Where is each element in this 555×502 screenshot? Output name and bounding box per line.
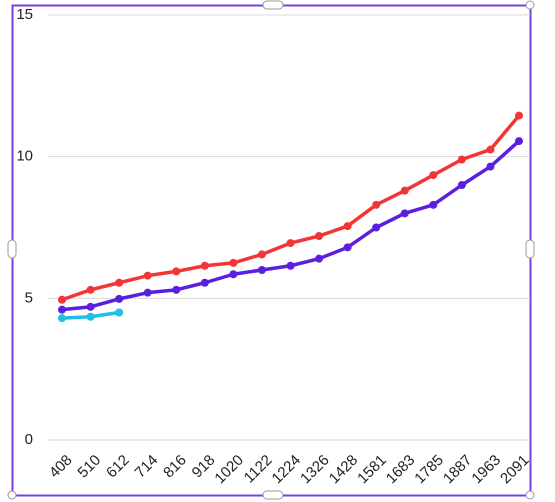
- x-tick-label: 714: [132, 452, 162, 482]
- point: [515, 137, 523, 146]
- point: [86, 285, 95, 294]
- point: [257, 250, 266, 259]
- x-tick-label: 510: [74, 452, 104, 482]
- y-tick-label: 15: [16, 6, 33, 23]
- point: [143, 288, 152, 297]
- x-tick-label: 1326: [297, 452, 333, 488]
- y-tick-label: 0: [25, 431, 33, 448]
- x-tick-label: 612: [103, 452, 133, 482]
- point: [86, 312, 95, 321]
- point: [400, 209, 409, 218]
- point: [143, 271, 152, 280]
- point: [257, 266, 266, 274]
- x-tick-label: 1887: [440, 452, 476, 488]
- x-tick-label: 1963: [468, 452, 504, 488]
- point: [486, 145, 495, 154]
- point: [343, 243, 352, 252]
- handle[interactable]: [525, 490, 535, 500]
- point: [343, 222, 352, 231]
- point: [86, 302, 95, 311]
- y-tick-label: 5: [25, 289, 33, 306]
- handle[interactable]: [7, 239, 17, 259]
- x-tick-label: 1581: [354, 452, 390, 488]
- point: [58, 314, 66, 323]
- point: [115, 294, 124, 303]
- point: [429, 171, 438, 180]
- point: [315, 254, 324, 263]
- point: [200, 261, 209, 270]
- handle[interactable]: [7, 490, 17, 500]
- x-tick-label: 816: [160, 452, 190, 482]
- point: [58, 305, 66, 314]
- handle[interactable]: [525, 239, 535, 259]
- x-tick-label: 1122: [241, 452, 276, 487]
- point: [229, 270, 238, 279]
- point: [115, 278, 124, 287]
- point: [457, 181, 466, 189]
- point: [286, 239, 295, 248]
- point: [372, 223, 381, 232]
- point: [372, 200, 381, 209]
- x-tick-label: 2091: [497, 452, 533, 488]
- point: [315, 232, 324, 240]
- point: [200, 278, 209, 287]
- point: [229, 258, 238, 267]
- point: [515, 111, 523, 120]
- y-tick-label: 10: [16, 148, 33, 165]
- x-tick-label: 1020: [211, 452, 247, 488]
- point: [429, 200, 438, 209]
- x-tick-label: 1224: [269, 452, 305, 488]
- point: [286, 261, 295, 270]
- handle[interactable]: [262, 490, 284, 500]
- handle[interactable]: [262, 0, 284, 10]
- x-tick-label: 408: [46, 452, 76, 482]
- series-line: [61, 114, 521, 302]
- point: [486, 162, 495, 171]
- handle[interactable]: [525, 0, 535, 10]
- point: [400, 186, 409, 195]
- x-tick-label: 1683: [383, 452, 419, 488]
- point: [457, 155, 466, 164]
- point: [58, 295, 66, 304]
- handles[interactable]: [7, 0, 535, 500]
- x-tick-label: 1428: [326, 452, 362, 488]
- point: [172, 285, 181, 294]
- point: [115, 308, 124, 317]
- x-tick-label: 1785: [411, 452, 447, 488]
- point: [172, 267, 181, 276]
